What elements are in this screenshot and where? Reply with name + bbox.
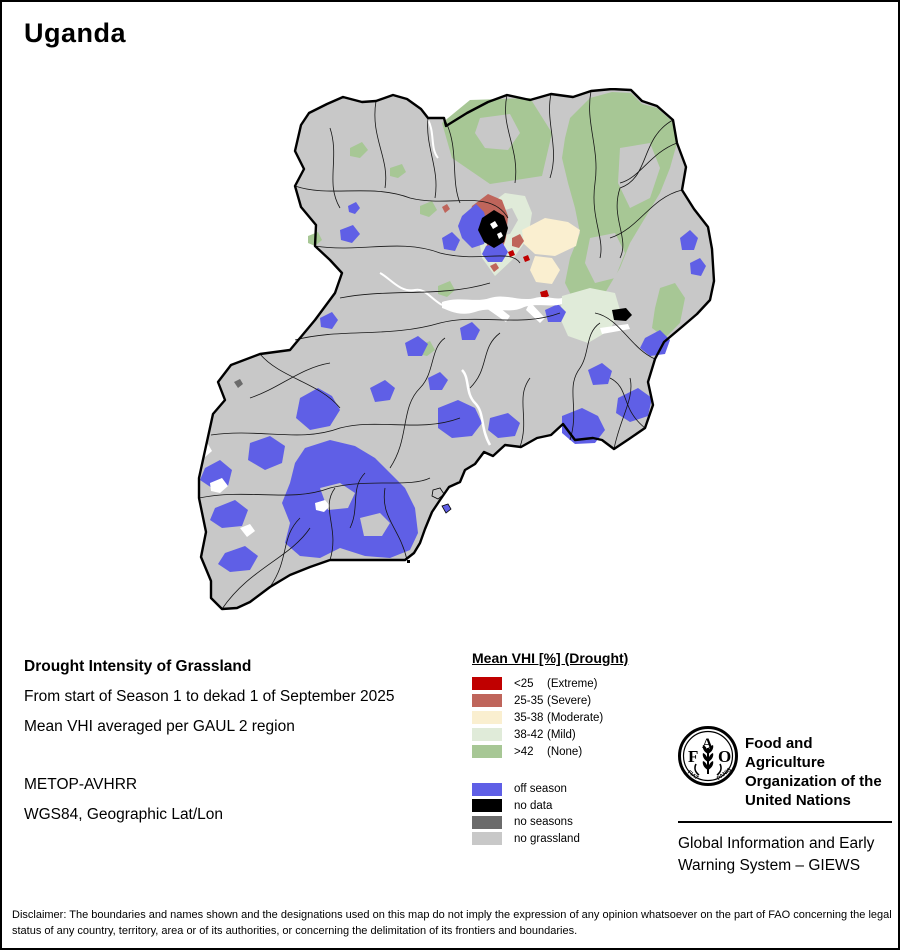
legend-title: Mean VHI [%] (Drought) xyxy=(472,650,629,666)
map-method: Mean VHI averaged per GAUL 2 region xyxy=(24,718,295,735)
legend-row-offseason: off season xyxy=(472,781,628,798)
map-period: From start of Season 1 to dekad 1 of Sep… xyxy=(24,688,395,705)
legend-swatch-moderate xyxy=(472,711,502,724)
legend-label: (Extreme) xyxy=(547,677,598,690)
legend-row-nograssland: no grassland xyxy=(472,831,628,848)
extreme-dots xyxy=(508,250,549,299)
legend-row-extreme: <25 (Extreme) xyxy=(472,675,628,692)
svg-text:A: A xyxy=(702,736,713,752)
legend-row-mild: 38-42 (Mild) xyxy=(472,726,628,743)
fao-branding: F A O FIAT PANIS Food and Agri xyxy=(678,726,894,877)
off-season-areas xyxy=(200,202,706,572)
legend-row-nodata: no data xyxy=(472,798,628,815)
legend-swatch-noseasons xyxy=(472,815,502,829)
legend-swatch-extreme xyxy=(472,677,502,690)
uganda-map-svg xyxy=(197,87,716,611)
legend-row-noseasons: no seasons xyxy=(472,814,628,831)
country-outline xyxy=(197,87,716,611)
legend-range: <25 xyxy=(514,677,534,690)
legend-row-moderate: 35-38 (Moderate) xyxy=(472,709,628,726)
legend-range: >42 xyxy=(514,745,534,758)
legend-swatch-offseason xyxy=(472,782,502,796)
fao-name: Food and Agriculture Organization of the… xyxy=(745,735,882,809)
giews-name: Global Information and Early Warning Sys… xyxy=(678,835,875,874)
legend-label: (Severe) xyxy=(547,694,592,707)
no-data-areas xyxy=(478,210,632,321)
legend-swatch-nodata xyxy=(472,799,502,813)
disclaimer-text: Disclaimer: The boundaries and names sho… xyxy=(12,909,892,937)
lakes xyxy=(198,119,630,537)
legend-range: 25-35 xyxy=(514,694,544,707)
legend-range: 38-42 xyxy=(514,728,544,741)
uganda-drought-map xyxy=(190,87,718,632)
legend-label: off season xyxy=(514,783,567,796)
legend-row-none: >42 (None) xyxy=(472,743,628,760)
legend-swatch-none xyxy=(472,745,502,758)
fao-logo-icon: F A O FIAT PANIS xyxy=(678,726,738,791)
map-projection: WGS84, Geographic Lat/Lon xyxy=(24,806,224,823)
legend-swatch-nograssland xyxy=(472,832,502,846)
map-subtitle: Drought Intensity of Grassland xyxy=(24,658,252,675)
svg-text:F: F xyxy=(688,747,698,766)
vhi-moderate-areas xyxy=(522,218,580,284)
legend-label: (Mild) xyxy=(547,728,576,741)
legend-label: no grassland xyxy=(514,832,580,845)
vhi-none-areas xyxy=(308,92,685,356)
district-boundaries xyxy=(198,90,683,610)
map-info-block: Drought Intensity of Grassland From star… xyxy=(24,652,395,830)
svg-text:O: O xyxy=(718,747,731,766)
map-sensor: METOP-AVHRR xyxy=(24,776,138,793)
legend-row-severe: 25-35 (Severe) xyxy=(472,692,628,709)
legend-range: 35-38 xyxy=(514,711,544,724)
no-seasons-dots xyxy=(234,379,243,388)
legend-swatch-mild xyxy=(472,728,502,741)
legend-label: no data xyxy=(514,799,553,812)
legend-label: (None) xyxy=(547,745,583,758)
legend-swatch-severe xyxy=(472,694,502,707)
fao-divider xyxy=(678,821,892,823)
legend-label: (Moderate) xyxy=(547,711,604,724)
legend: Mean VHI [%] (Drought) <25 (Extreme) 25-3… xyxy=(472,650,628,847)
legend-label: no seasons xyxy=(514,816,573,829)
page-title: Uganda xyxy=(24,18,127,48)
